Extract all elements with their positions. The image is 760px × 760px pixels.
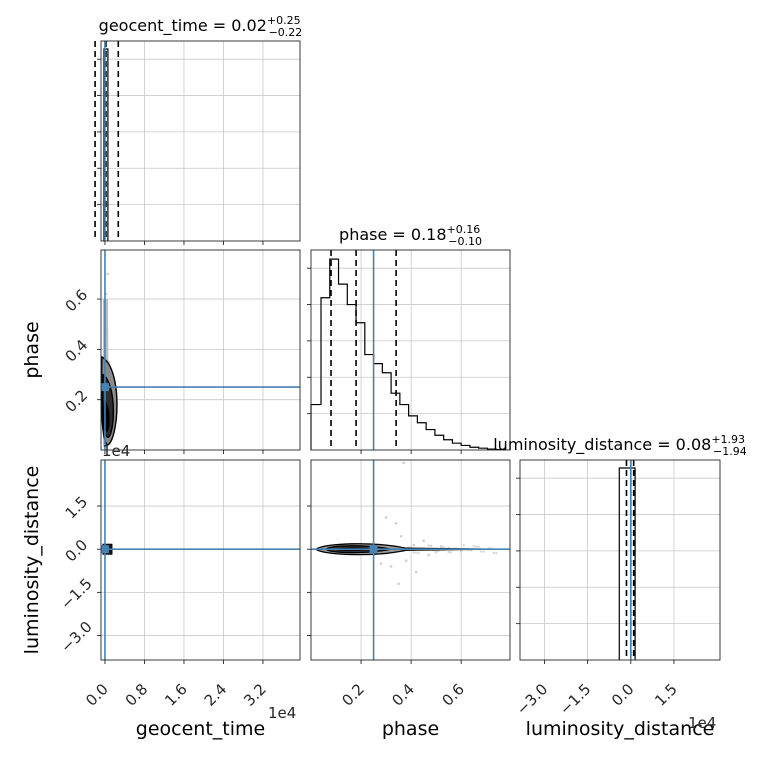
density-phase-luminosity_distance bbox=[311, 460, 510, 660]
scatter-point bbox=[492, 551, 495, 555]
x-tick-label-geocent_time: 2.4 bbox=[201, 680, 231, 710]
y-tick-label-phase: 0.4 bbox=[62, 336, 92, 366]
scatter-point bbox=[397, 582, 400, 586]
x-offset-text-geocent_time: 1e4 bbox=[268, 704, 296, 722]
panel-diagonal-phase bbox=[310, 249, 511, 451]
scatter-point bbox=[442, 545, 445, 549]
scatter-point bbox=[459, 552, 463, 555]
panel-diagonal-luminosity_distance bbox=[519, 459, 721, 661]
scatter-point bbox=[480, 550, 483, 553]
scatter-point bbox=[108, 360, 111, 364]
panel-geocent_time-luminosity_distance bbox=[100, 459, 301, 661]
histogram-geocent_time bbox=[103, 48, 109, 241]
x-offset-text-luminosity_distance: 1e4 bbox=[688, 714, 716, 732]
y-axis-label-phase: phase bbox=[21, 321, 43, 378]
scatter-point bbox=[429, 544, 433, 547]
histogram-luminosity_distance bbox=[618, 467, 636, 660]
truth-marker bbox=[101, 383, 109, 392]
x-tick-label-phase: 0.4 bbox=[388, 680, 418, 710]
panel-phase-luminosity_distance bbox=[310, 459, 511, 661]
y-tick-label-luminosity_distance: 0.0 bbox=[62, 536, 92, 566]
x-tick-label-luminosity_distance: 0.0 bbox=[608, 680, 638, 710]
panel-title-luminosity_distance: luminosity_distance = 0.08+1.93 −1.94 bbox=[493, 433, 747, 458]
scatter-point bbox=[449, 551, 453, 554]
scatter-point bbox=[422, 539, 425, 542]
scatter-point bbox=[384, 516, 388, 519]
x-tick-label-luminosity_distance: 1.5 bbox=[651, 680, 681, 710]
scatter-point bbox=[472, 545, 475, 548]
scatter-point bbox=[399, 534, 403, 538]
panel-title-phase: phase = 0.18+0.16 −0.10 bbox=[339, 223, 482, 248]
scatter-point bbox=[414, 570, 418, 574]
scatter-point bbox=[402, 461, 405, 465]
truth-marker bbox=[101, 545, 109, 554]
scatter-point bbox=[495, 552, 498, 555]
truth-marker bbox=[369, 545, 378, 554]
scatter-point bbox=[462, 543, 465, 547]
density-geocent_time-phase bbox=[101, 250, 300, 450]
density-geocent_time-luminosity_distance bbox=[101, 460, 300, 660]
scatter-point bbox=[412, 551, 415, 554]
y-tick-label-luminosity_distance: −1.5 bbox=[57, 575, 95, 613]
x-tick-label-geocent_time: 0.0 bbox=[82, 680, 112, 710]
x-tick-label-geocent_time: 3.2 bbox=[240, 680, 270, 710]
x-axis-label-geocent_time: geocent_time bbox=[136, 718, 265, 740]
y-tick-label-phase: 0.6 bbox=[62, 286, 92, 316]
scatter-point bbox=[482, 550, 485, 553]
x-axis-label-phase: phase bbox=[382, 718, 439, 740]
scatter-point bbox=[412, 543, 415, 547]
scatter-point bbox=[389, 565, 393, 568]
panel-geocent_time-phase bbox=[100, 249, 301, 451]
panel-title-geocent_time: geocent_time = 0.02+0.25 −0.22 bbox=[99, 14, 303, 39]
y-tick-label-luminosity_distance: 1.5 bbox=[62, 493, 92, 523]
x-tick-label-luminosity_distance: −1.5 bbox=[556, 680, 594, 718]
scatter-point bbox=[414, 551, 418, 554]
scatter-point bbox=[417, 551, 420, 555]
x-tick-label-geocent_time: 1.6 bbox=[161, 680, 191, 710]
x-tick-label-phase: 0.2 bbox=[338, 680, 368, 710]
scatter-point bbox=[475, 545, 478, 548]
scatter-point bbox=[447, 550, 450, 554]
x-tick-label-luminosity_distance: −3.0 bbox=[513, 680, 551, 718]
x-axis-label-luminosity_distance: luminosity_distance bbox=[526, 718, 715, 740]
scatter-point bbox=[379, 562, 383, 565]
x-tick-label-geocent_time: 0.8 bbox=[122, 680, 152, 710]
histogram-phase bbox=[310, 258, 506, 451]
scatter-point bbox=[427, 553, 430, 557]
y-axis-label-luminosity_distance: luminosity_distance bbox=[21, 466, 43, 655]
scatter-point bbox=[404, 559, 408, 563]
scatter-point bbox=[427, 544, 430, 547]
scatter-point bbox=[394, 522, 398, 525]
panel-diagonal-geocent_time bbox=[100, 40, 301, 242]
scatter-point bbox=[439, 545, 443, 549]
x-tick-label-phase: 0.6 bbox=[438, 680, 468, 710]
y-tick-label-phase: 0.2 bbox=[62, 386, 92, 416]
y-offset-text-luminosity_distance: 1e4 bbox=[102, 442, 130, 460]
scatter-point bbox=[477, 545, 480, 549]
y-tick-label-luminosity_distance: −3.0 bbox=[57, 618, 95, 656]
scatter-point bbox=[106, 272, 109, 276]
